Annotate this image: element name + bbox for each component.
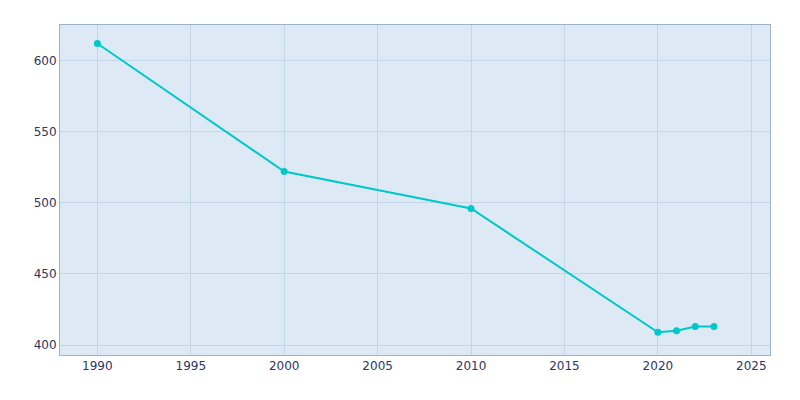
- svg-text:2020: 2020: [643, 359, 674, 373]
- svg-text:2005: 2005: [362, 359, 393, 373]
- svg-text:1990: 1990: [82, 359, 113, 373]
- svg-text:450: 450: [34, 267, 57, 281]
- svg-text:2025: 2025: [736, 359, 767, 373]
- svg-text:2010: 2010: [456, 359, 487, 373]
- svg-text:2000: 2000: [269, 359, 300, 373]
- svg-text:550: 550: [34, 125, 57, 139]
- svg-text:400: 400: [34, 338, 57, 352]
- svg-text:2015: 2015: [549, 359, 580, 373]
- svg-text:1995: 1995: [176, 359, 207, 373]
- svg-text:500: 500: [34, 196, 57, 210]
- svg-text:600: 600: [34, 54, 57, 68]
